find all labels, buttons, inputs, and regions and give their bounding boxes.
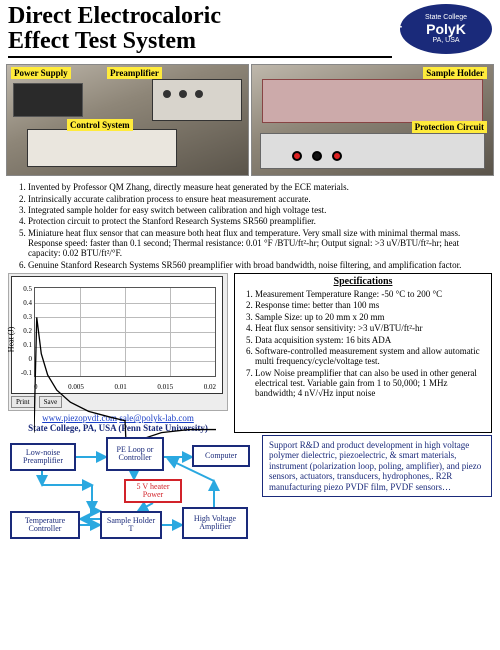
title-block: Direct Electrocaloric Effect Test System	[8, 4, 392, 58]
spec-item: Sample Size: up to 20 mm x 20 mm	[255, 312, 485, 322]
diagram-box-holder: Sample Holder T	[100, 511, 162, 539]
diagram-box-tempc: Temperature Controller	[10, 511, 80, 539]
chart-area: Heat (J) 0.50.40.30.20.10-0.1 00.0050.01…	[8, 273, 228, 433]
specifications: Specifications Measurement Temperature R…	[234, 273, 492, 433]
photo-left: Power Supply Preamplifier Control System	[6, 64, 249, 176]
equip-sample-holder	[262, 79, 483, 123]
feature-item: Protection circuit to protect the Stanfo…	[28, 216, 488, 226]
diagram-box-preamp: Low-noise Preamplifier	[10, 443, 76, 471]
feature-item: Genuine Stanford Research Systems SR560 …	[28, 260, 488, 270]
feature-item: Intrinsically accurate calibration proce…	[28, 194, 488, 204]
header: Direct Electrocaloric Effect Test System…	[0, 0, 500, 62]
equip-control	[27, 129, 177, 167]
chart-button[interactable]: Print	[11, 396, 35, 408]
logo-bottom: PA, USA	[432, 37, 459, 44]
delta-minus-icon: δ-	[493, 20, 500, 34]
specs-heading: Specifications	[241, 276, 485, 287]
logo-top: State College	[425, 14, 467, 21]
chart-xticks: 00.0050.010.0150.02	[34, 383, 216, 391]
label-control-system: Control System	[67, 119, 133, 131]
chart-ylabel: Heat (J)	[6, 327, 15, 353]
diagram-box-hva: High Voltage Amplifier	[182, 507, 248, 539]
polyk-logo: δ+ State College PolyK PA, USA δ-	[400, 4, 492, 54]
photo-right: Sample Holder Protection Circuit	[251, 64, 494, 176]
bottom-row: Low-noise Preamplifier PE Loop or Control…	[0, 433, 500, 549]
title-line1: Direct Electrocaloric	[8, 4, 392, 29]
diagram-box-heater: 5 V heater Power	[124, 479, 182, 503]
label-protection: Protection Circuit	[412, 121, 487, 133]
feature-item: Integrated sample holder for easy switch…	[28, 205, 488, 215]
equipment-photos: Power Supply Preamplifier Control System…	[0, 62, 500, 178]
features-list: Invented by Professor QM Zhang, directly…	[0, 178, 500, 273]
chart-yticks: 0.50.40.30.20.10-0.1	[16, 285, 32, 377]
feature-item: Invented by Professor QM Zhang, directly…	[28, 182, 488, 192]
label-power-supply: Power Supply	[11, 67, 71, 79]
title-underline	[8, 56, 392, 58]
spec-item: Software-controlled measurement system a…	[255, 346, 485, 367]
feature-item: Miniature heat flux sensor that can meas…	[28, 228, 488, 259]
label-sample-holder: Sample Holder	[423, 67, 487, 79]
block-diagram: Low-noise Preamplifier PE Loop or Control…	[8, 435, 256, 545]
chart-panel: Heat (J) 0.50.40.30.20.10-0.1 00.0050.01…	[8, 273, 228, 411]
diagram-box-computer: Computer	[192, 445, 250, 467]
spec-item: Data acquisition system: 16 bits ADA	[255, 335, 485, 345]
equip-preamp	[152, 79, 242, 121]
spec-item: Heat flux sensor sensitivity: >3 uV/BTU/…	[255, 323, 485, 333]
title-line2: Effect Test System	[8, 29, 392, 54]
diagram-box-peloop: PE Loop or Controller	[106, 437, 164, 471]
mid-row: Heat (J) 0.50.40.30.20.10-0.1 00.0050.01…	[0, 273, 500, 433]
logo-main: PolyK	[426, 21, 466, 37]
spec-item: Measurement Temperature Range: -50 °C to…	[255, 289, 485, 299]
heat-chart: Heat (J) 0.50.40.30.20.10-0.1 00.0050.01…	[11, 276, 223, 394]
spec-item: Low Noise preamplifier that can also be …	[255, 368, 485, 399]
support-box: Support R&D and product development in h…	[262, 435, 492, 497]
spec-item: Response time: better than 100 ms	[255, 300, 485, 310]
label-preamplifier: Preamplifier	[107, 67, 162, 79]
delta-plus-icon: δ+	[388, 20, 402, 34]
equip-power-supply	[13, 83, 83, 117]
